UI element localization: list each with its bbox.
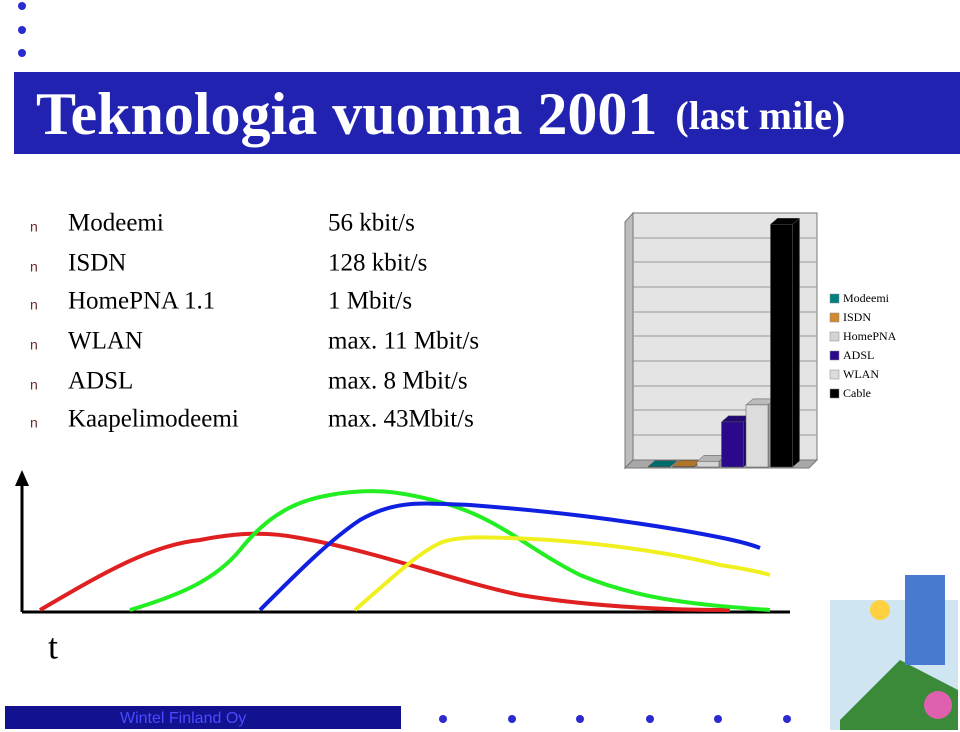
item-name: Modeemi [68, 210, 164, 237]
dot [508, 715, 516, 723]
item-name: ADSL [68, 368, 133, 395]
diagram: t [15, 470, 790, 666]
legend-swatch [829, 388, 840, 399]
bar [745, 404, 769, 468]
subtitle: (last mile) [675, 93, 845, 138]
image-shape [924, 691, 952, 719]
bullet: n [30, 415, 38, 431]
curve-red [38, 531, 731, 612]
bullet: n [30, 337, 38, 353]
footer-text: Wintel Finland Oy [120, 710, 246, 727]
header-band [14, 72, 960, 154]
curve-green [129, 489, 771, 612]
bullet: n [30, 377, 38, 393]
legend-swatch [829, 312, 840, 323]
item-speed: 1 Mbit/s [328, 288, 412, 315]
bullet: n [30, 219, 38, 235]
image-shape [905, 575, 945, 665]
axis-label: t [48, 626, 58, 666]
dot [714, 715, 722, 723]
legend-label: HomePNA [843, 329, 897, 343]
dot [439, 715, 447, 723]
legend-swatch [829, 369, 840, 380]
item-speed: max. 8 Mbit/s [328, 368, 468, 395]
item-name: HomePNA 1.1 [68, 288, 215, 315]
curve-yellow [353, 535, 771, 612]
item-speed: 128 kbit/s [328, 250, 427, 277]
item-name: ISDN [68, 250, 126, 277]
dot [783, 715, 791, 723]
dot [646, 715, 654, 723]
legend-label: Modeemi [843, 291, 890, 305]
bar [672, 466, 695, 468]
bar [770, 224, 793, 468]
title: Teknologia vuonna 2001 [36, 81, 657, 147]
item-speed: max. 11 Mbit/s [328, 328, 479, 355]
item-speed: max. 43Mbit/s [328, 406, 474, 433]
arrow [15, 470, 29, 486]
dot [576, 715, 584, 723]
item-speed: 56 kbit/s [328, 210, 415, 237]
legend-label: Cable [843, 386, 871, 400]
bar [696, 461, 720, 468]
item-name: WLAN [68, 328, 143, 355]
dot [18, 2, 26, 10]
bullet: n [30, 259, 38, 275]
curve-blue [258, 501, 761, 612]
bar-chart: Modeemi ISDN HomePNA ADSL WLAN Cable [647, 217, 897, 468]
legend-label: WLAN [843, 367, 879, 381]
illustration [830, 575, 958, 730]
image-shape [870, 600, 890, 620]
legend-label: ISDN [843, 310, 871, 324]
item-name: Kaapelimodeemi [68, 406, 239, 433]
bullet: n [30, 297, 38, 313]
dot [18, 49, 26, 57]
list: n Modeemi 56 kbit/s n ISDN 128 kbit/s n HomePNA… [30, 210, 479, 433]
bar-side [792, 217, 800, 468]
legend-swatch [829, 350, 840, 361]
legend-label: ADSL [843, 348, 874, 362]
bar [721, 421, 744, 468]
footer-band [5, 706, 401, 729]
side-wall [624, 211, 634, 470]
header: Teknologia vuonna 2001 (last mile) [36, 81, 845, 147]
dot [18, 26, 26, 34]
legend-swatch [829, 331, 840, 342]
legend-swatch [829, 293, 840, 304]
